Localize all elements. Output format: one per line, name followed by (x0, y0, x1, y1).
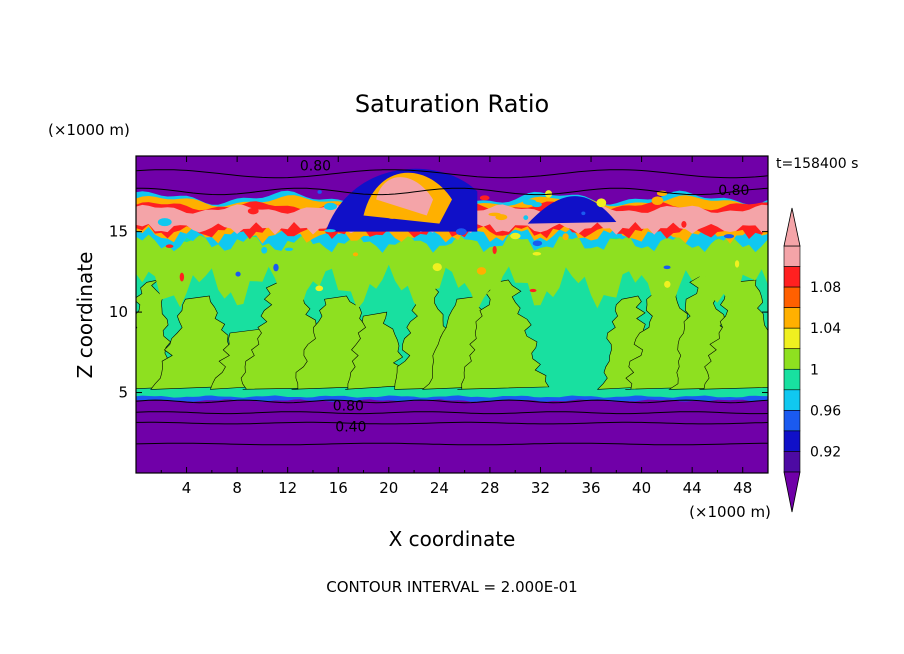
y-unit-label: (×1000 m) (48, 121, 130, 139)
colorbar-segment (783, 286, 801, 308)
contour-labels: 0.80 0.80 0.80 0.40 (300, 159, 750, 436)
x-axis-ticks: 4 8 12 16 20 24 28 32 36 40 44 48 (160, 156, 752, 497)
speckle-patch (523, 215, 529, 220)
x-tick-label: 36 (581, 479, 600, 497)
x-tick-label: 16 (329, 479, 348, 497)
contour-label: 0.80 (333, 398, 364, 414)
contour-interval-note: CONTOUR INTERVAL = 2.000E-01 (326, 578, 577, 596)
x-tick-label: 32 (531, 479, 550, 497)
speckle-patch (522, 199, 537, 205)
speckle-patch (479, 195, 490, 201)
speckle-patch (432, 263, 442, 272)
plume-blue-right (527, 196, 617, 224)
colorbar-segment (783, 368, 801, 391)
speckle-patch (455, 228, 467, 236)
contour-line (136, 442, 768, 446)
speckle-patch (681, 221, 687, 228)
saturation-field (136, 156, 768, 473)
speckle-patch (386, 212, 398, 219)
y-axis-label: Z coordinate (73, 252, 97, 379)
contour-lines (136, 169, 768, 446)
colorbar-segment (783, 307, 801, 329)
y-axis-ticks: 5 10 15 (109, 223, 768, 402)
colorbar-tick-label: 1.08 (810, 280, 841, 296)
contour-label: 0.40 (335, 419, 366, 435)
speckle-patch (510, 232, 521, 240)
colorbar-tick-label: 0.92 (810, 444, 841, 460)
colorbar: 0.92 0.96 1 1.04 1.08 (783, 207, 841, 513)
plot-frame (135, 155, 769, 474)
x-tick-label: 24 (430, 479, 449, 497)
y-tick-label: 10 (109, 303, 128, 321)
contour-line (136, 187, 768, 196)
colorbar-tick-label: 1.04 (810, 321, 841, 337)
speckle-patch (352, 252, 359, 257)
speckle-patch (663, 265, 671, 270)
speckle-patch (165, 244, 174, 248)
speckle-patch (315, 285, 324, 292)
speckle-patch (317, 190, 322, 194)
x-tick-label: 48 (733, 479, 752, 497)
contour-line (136, 411, 768, 415)
x-tick-label: 44 (683, 479, 702, 497)
colorbar-segment (783, 348, 801, 370)
y-tick-label: 15 (109, 223, 128, 241)
colorbar-tick-label: 1 (810, 362, 819, 378)
speckle-patch (476, 267, 487, 275)
x-tick-label: 12 (278, 479, 297, 497)
colorbar-segment (783, 389, 801, 411)
colorbar-segment (783, 327, 801, 350)
time-label: t=158400 s (776, 156, 858, 172)
x-unit-label: (×1000 m) (689, 503, 771, 521)
speckle-patch (284, 247, 294, 251)
speckle-patch (581, 211, 586, 216)
x-tick-label: 20 (379, 479, 398, 497)
speckle-patch (273, 263, 279, 272)
speckle-patch (734, 260, 740, 268)
contour-line (136, 169, 768, 179)
contour-line (136, 421, 768, 425)
upper-cloud-green (136, 227, 768, 311)
speckle-patch (157, 218, 172, 227)
speckle-patch (235, 271, 241, 277)
speckle-patch (324, 229, 336, 233)
speckle-patch (323, 202, 337, 211)
speckle-patch (664, 280, 671, 288)
colorbar-segment (783, 266, 801, 288)
updraft-column (345, 311, 411, 390)
x-tick-label: 40 (632, 479, 651, 497)
colorbar-segment (783, 430, 801, 452)
updraft-column (699, 279, 768, 390)
speckle-patch (532, 240, 543, 247)
colorbar-segment (783, 245, 801, 267)
chart-title: Saturation Ratio (355, 90, 549, 118)
speckle-patch (492, 245, 497, 255)
speckle-patch (261, 246, 268, 254)
speckle-patch (179, 272, 185, 282)
updraft-column (457, 279, 550, 390)
speckle-patch (596, 198, 607, 208)
x-tick-label: 8 (232, 479, 242, 497)
contour-label: 0.80 (718, 183, 749, 199)
speckle-patch (247, 207, 259, 215)
speckle-patch (562, 233, 569, 241)
colorbar-under-arrow (783, 471, 801, 513)
speckle-patch (723, 234, 735, 239)
colorbar-segment (783, 410, 801, 432)
x-tick-label: 4 (182, 479, 192, 497)
x-tick-label: 28 (480, 479, 499, 497)
speckle-patch (651, 196, 664, 206)
speckle-patch (529, 288, 537, 293)
speckle-patch (532, 251, 542, 256)
colorbar-segment (783, 451, 801, 473)
colorbar-tick-label: 0.96 (810, 403, 841, 419)
speckle-patch (488, 212, 501, 217)
plume-pink (376, 177, 434, 216)
colorbar-over-arrow (783, 207, 801, 247)
y-tick-label: 5 (118, 384, 128, 402)
contour-label: 0.80 (300, 159, 331, 175)
x-axis-label: X coordinate (389, 527, 516, 551)
contour-line (136, 399, 768, 404)
